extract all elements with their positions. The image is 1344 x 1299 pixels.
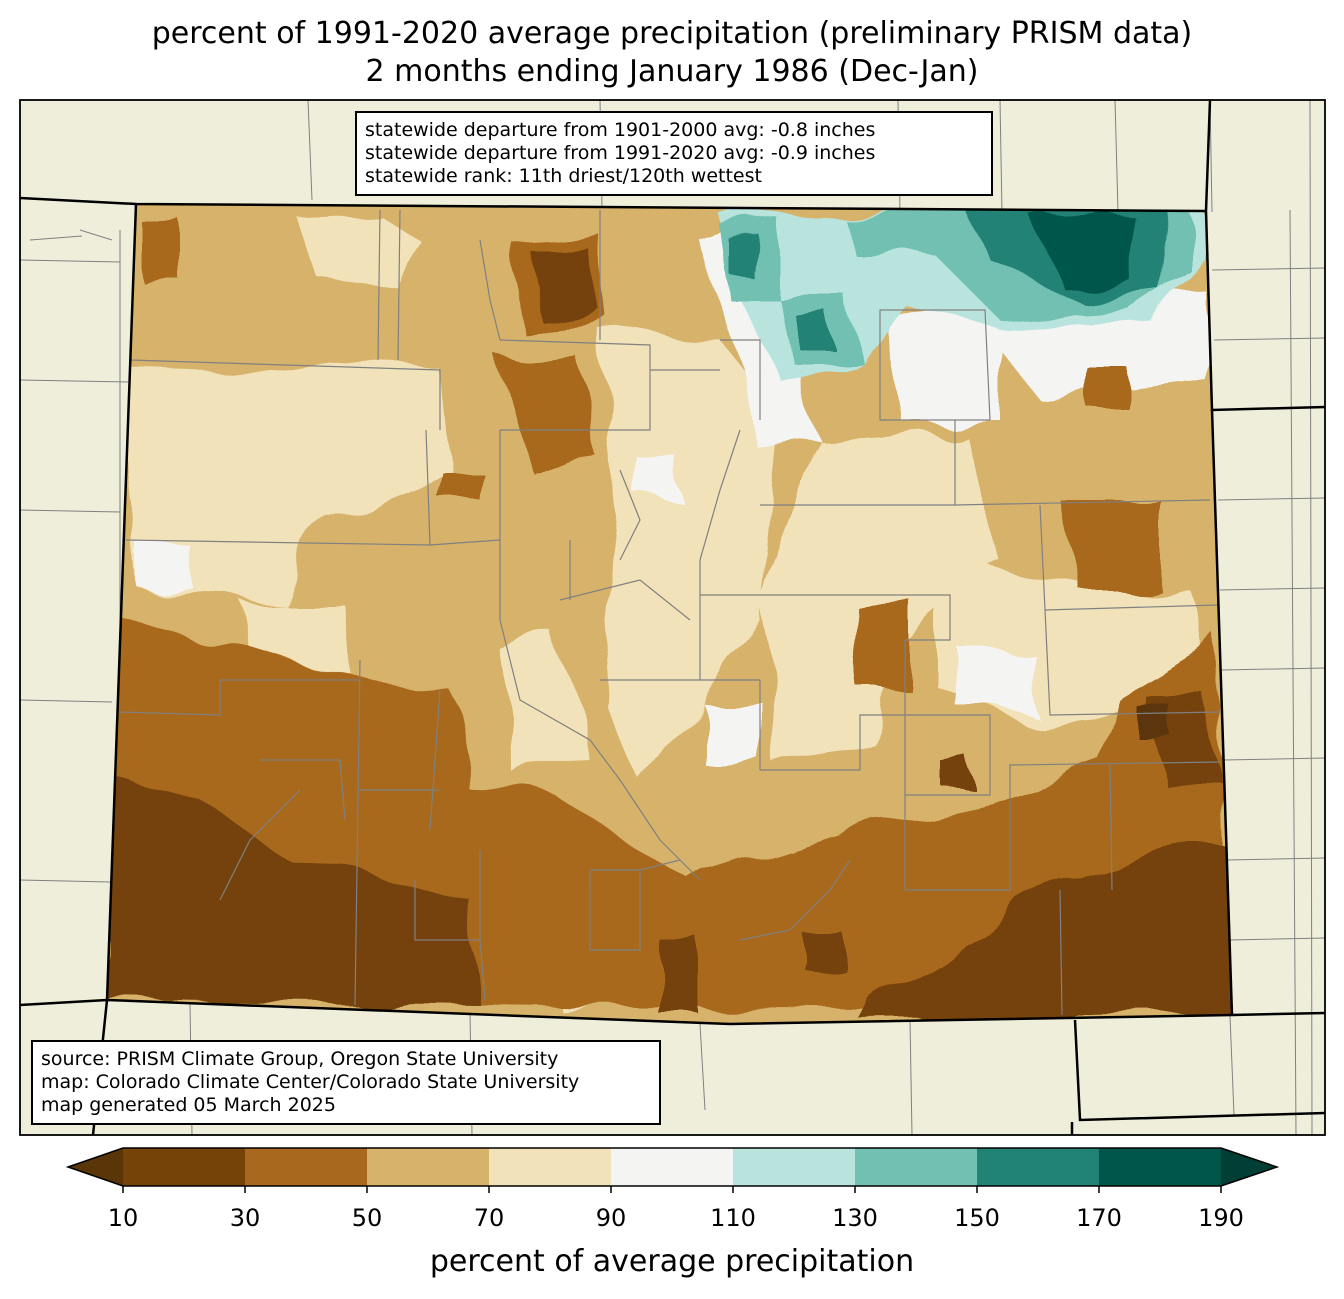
map-title-line1: percent of 1991-2020 average precipitati… bbox=[151, 16, 1193, 51]
map-frame bbox=[19, 99, 1326, 1136]
colorbar-over-arrow bbox=[1221, 1148, 1277, 1186]
stats-line-departure-1991-2020: statewide departure from 1991-2020 avg: … bbox=[365, 142, 876, 164]
map-title-line2: 2 months ending January 1986 (Dec-Jan) bbox=[365, 54, 979, 89]
colorbar-tick-label: 190 bbox=[1198, 1204, 1244, 1232]
statewide-stats-box: statewide departure from 1901-2000 avg: … bbox=[355, 111, 993, 196]
colorbar-segment-150-170 bbox=[977, 1148, 1099, 1186]
colorbar-tick-label: 130 bbox=[832, 1204, 878, 1232]
colorbar bbox=[65, 1147, 1280, 1193]
colorbar-tick-label: 170 bbox=[1076, 1204, 1122, 1232]
colorbar-segment-130-150 bbox=[855, 1148, 977, 1186]
credits-line-source: source: PRISM Climate Group, Oregon Stat… bbox=[41, 1048, 559, 1070]
colorbar-tick-label: 10 bbox=[107, 1204, 139, 1232]
colorbar-tick-label: 150 bbox=[954, 1204, 1000, 1232]
colorbar-segment-170-190 bbox=[1099, 1148, 1221, 1186]
colorbar-segment-70-90 bbox=[489, 1148, 611, 1186]
colorbar-under-arrow bbox=[68, 1148, 123, 1186]
credits-box: source: PRISM Climate Group, Oregon Stat… bbox=[31, 1040, 661, 1125]
colorbar-tick-label: 110 bbox=[710, 1204, 756, 1232]
colorbar-segment-50-70 bbox=[367, 1148, 489, 1186]
stats-line-rank: statewide rank: 11th driest/120th wettes… bbox=[365, 165, 762, 187]
credits-line-map: map: Colorado Climate Center/Colorado St… bbox=[41, 1071, 580, 1093]
colorbar-label: percent of average precipitation bbox=[429, 1244, 915, 1279]
colorbar-tick-label: 50 bbox=[351, 1204, 383, 1232]
colorbar-segment-90-110 bbox=[611, 1148, 733, 1186]
credits-line-generated: map generated 05 March 2025 bbox=[41, 1094, 336, 1116]
colorado-county-lines bbox=[119, 209, 1221, 1016]
precipitation-field bbox=[107, 204, 1232, 1024]
stats-line-departure-1901-2000: statewide departure from 1901-2000 avg: … bbox=[365, 119, 876, 141]
colorbar-tick-label: 90 bbox=[595, 1204, 627, 1232]
colorbar-tick-label: 70 bbox=[473, 1204, 505, 1232]
colorbar-segment-10-30 bbox=[123, 1148, 245, 1186]
colorbar-segment-30-50 bbox=[245, 1148, 367, 1186]
colorbar-segment-110-130 bbox=[733, 1148, 855, 1186]
colorbar-tick-label: 30 bbox=[229, 1204, 261, 1232]
